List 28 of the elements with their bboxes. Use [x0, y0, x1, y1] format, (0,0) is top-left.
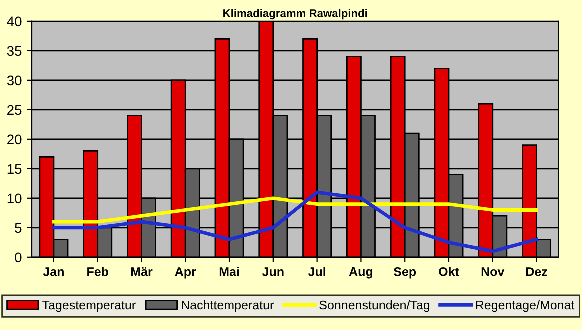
x-tick-label: Jun	[262, 268, 284, 276]
x-tick-label: Apr	[175, 268, 196, 279]
y-tick-label: 0	[15, 252, 22, 263]
y-tick-label: 40	[7, 16, 22, 27]
x-tick-label: Sep	[394, 267, 416, 279]
y-tick-label: 35	[7, 46, 22, 56]
legend-label: Regentage/Monat	[476, 300, 575, 312]
y-tick-label: 30	[7, 76, 22, 86]
x-tick-label: Feb	[88, 267, 108, 276]
chart-title: Klimadiagramm Rawalpindi	[224, 9, 368, 20]
y-tick-label: 5	[15, 223, 22, 234]
legend-label: Tagestemperatur	[42, 300, 136, 312]
x-tick-label: Mär	[131, 268, 153, 276]
y-tick-label: 25	[8, 105, 22, 116]
y-tick-label: 15	[8, 164, 22, 174]
x-tick-label: Mai	[220, 267, 240, 276]
x-tick-label: Okt	[439, 267, 460, 276]
line-series	[52, 196, 539, 224]
x-tick-label: Jan	[43, 268, 64, 276]
x-tick-label: Jul	[308, 267, 326, 276]
legend-label: Sonnenstunden/Tag	[320, 300, 430, 312]
x-tick-label: Dez	[526, 268, 548, 276]
x-tick-label: Nov	[482, 268, 505, 276]
line-series	[52, 190, 539, 254]
y-tick-label: 10	[8, 194, 22, 204]
legend-label: Nachttemperatur	[182, 300, 274, 312]
y-tick-label: 20	[8, 134, 22, 145]
x-tick-label: Aug	[349, 268, 373, 279]
